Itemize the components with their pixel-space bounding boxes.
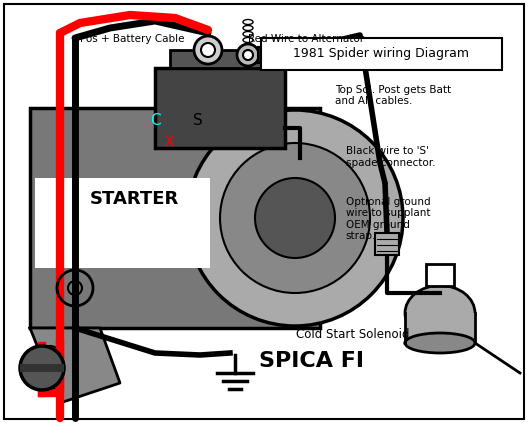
Bar (35, 178, 210, 268)
Circle shape (237, 44, 259, 66)
Circle shape (194, 36, 222, 64)
Text: Optional ground
wire to supplant
OEM ground
strap.: Optional ground wire to supplant OEM gro… (346, 197, 430, 242)
Polygon shape (30, 328, 120, 403)
Text: Red Wire to Alternator: Red Wire to Alternator (248, 34, 364, 44)
Bar (20, 364, 64, 372)
Text: X: X (164, 135, 174, 149)
Circle shape (220, 143, 370, 293)
Ellipse shape (405, 333, 475, 353)
Bar (375, 233, 399, 255)
Ellipse shape (405, 286, 475, 341)
Text: Top Sol. Post gets Batt
and Alt cables.: Top Sol. Post gets Batt and Alt cables. (335, 85, 451, 106)
Bar (405, 313, 475, 343)
Text: Cold Start Solenoid: Cold Start Solenoid (296, 328, 409, 341)
Bar (155, 68, 285, 148)
Text: Black wire to 'S'
spade connector.: Black wire to 'S' spade connector. (346, 146, 436, 168)
Text: 1981 Spider wiring Diagram: 1981 Spider wiring Diagram (294, 47, 469, 60)
Bar (261, 38, 502, 70)
Bar (258, 47, 276, 63)
Text: Pos + Battery Cable: Pos + Battery Cable (80, 34, 184, 44)
Circle shape (243, 50, 253, 60)
Text: STARTER: STARTER (90, 190, 180, 208)
Circle shape (201, 43, 215, 57)
Circle shape (45, 353, 55, 363)
Text: C: C (150, 113, 161, 128)
Circle shape (187, 110, 403, 326)
Circle shape (38, 346, 62, 370)
Circle shape (20, 346, 64, 390)
Bar (30, 108, 320, 328)
Bar (426, 264, 454, 286)
Bar (170, 50, 270, 68)
Text: SPICA FI: SPICA FI (259, 351, 364, 371)
Circle shape (255, 178, 335, 258)
Text: S: S (193, 113, 203, 128)
